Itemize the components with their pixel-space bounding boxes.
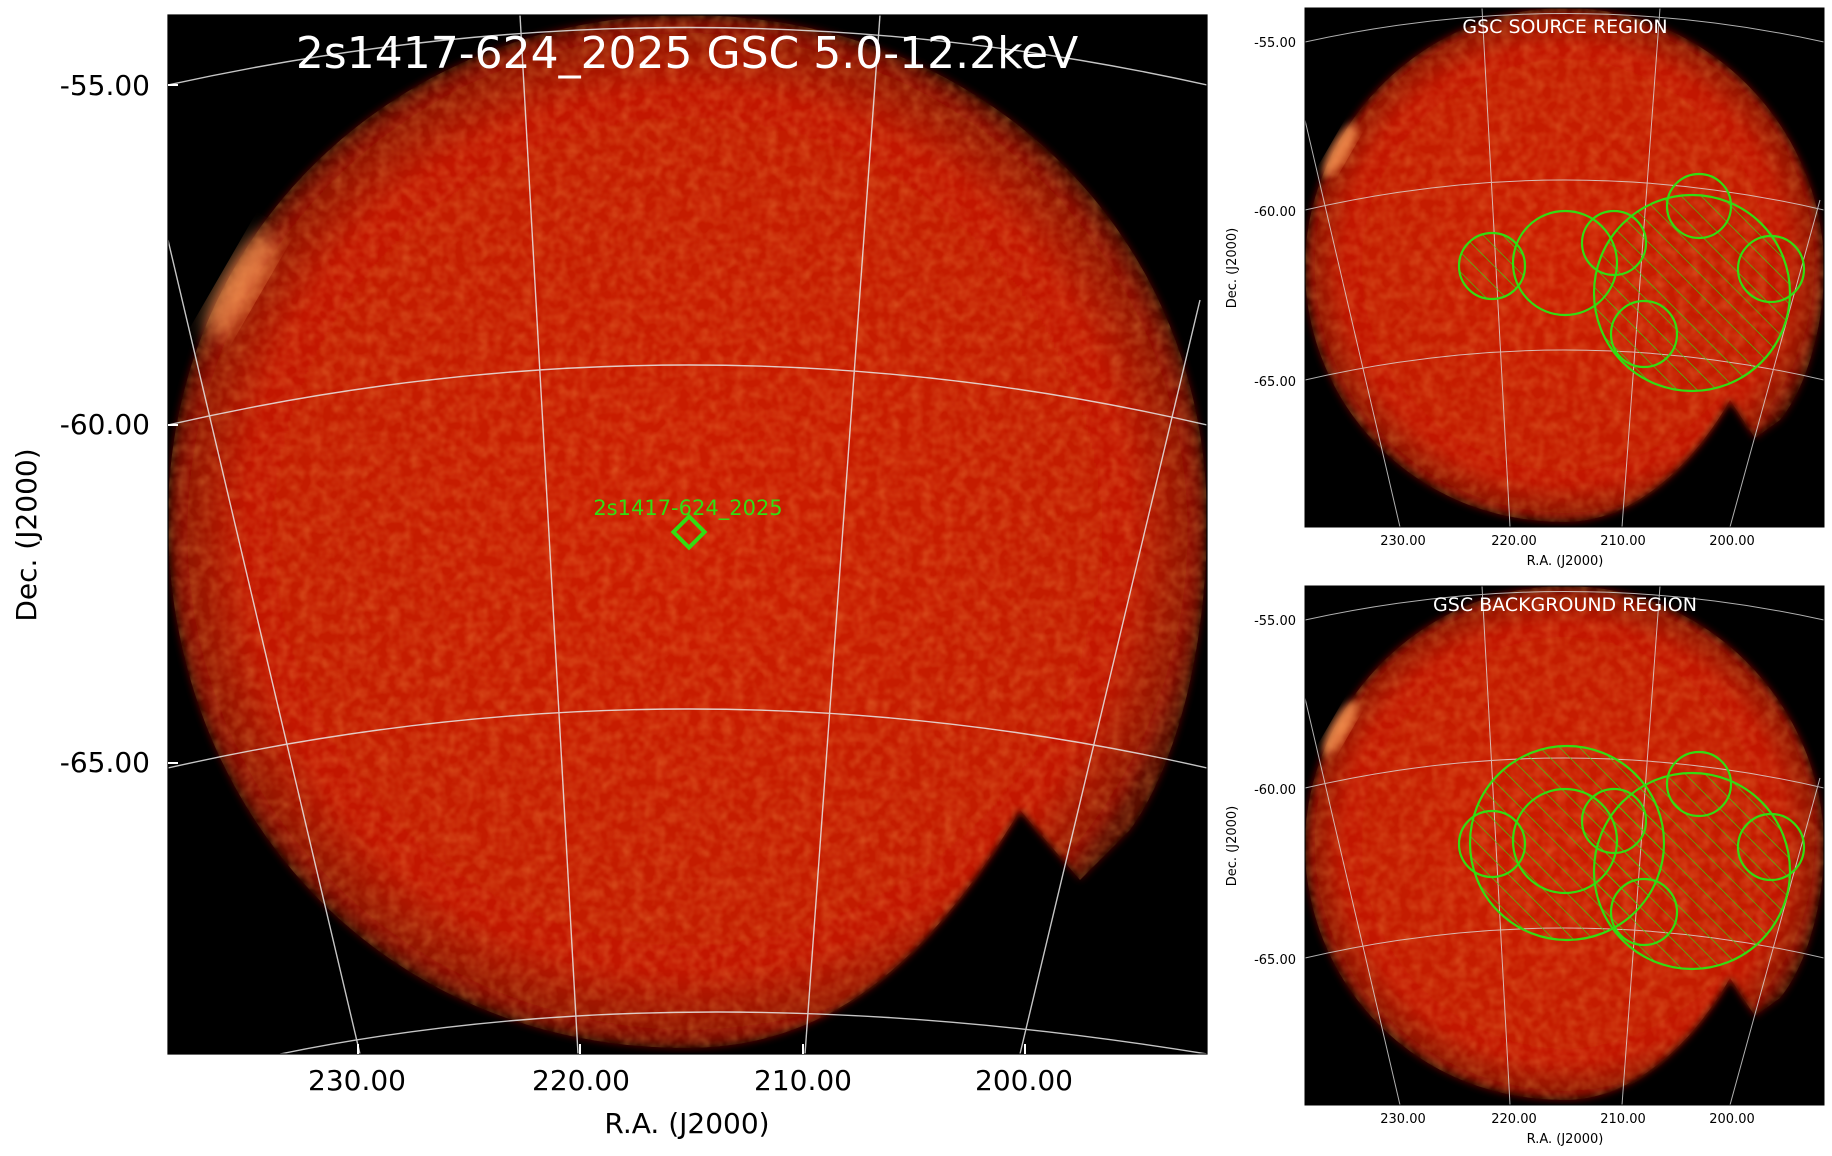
source-ra-tick-label: 220.00 [1491,534,1537,549]
main-dec-tick-label: -65.00 [60,746,150,779]
source-ra-tick-label: 200.00 [1709,534,1755,549]
background-region-circle [1457,809,1527,879]
main-ra-tick-label: 230.00 [308,1064,406,1097]
background-region-circle [1736,812,1806,882]
background-region-circle [1580,787,1648,855]
main-y-axis-label: Dec. (J2000) [10,448,43,621]
source-y-axis-label: Dec. (J2000) [1225,228,1240,308]
background-ra-tick-label: 230.00 [1380,1112,1426,1127]
main-dec-tick-label: -60.00 [60,408,150,441]
background-ra-tick-label: 200.00 [1709,1112,1755,1127]
main-x-axis-label: R.A. (J2000) [604,1107,769,1140]
source-dec-tick-label: -65.00 [1254,375,1296,390]
background-region-circle [1609,877,1679,947]
source-region-circle [1457,231,1527,301]
background-x-axis-label: R.A. (J2000) [1527,1132,1604,1147]
background-dec-tick-label: -65.00 [1254,953,1296,968]
main-panel: 2s1417-624_2025 GSC 5.0-12.2keV 2s1417-6… [10,14,1208,1140]
source-region-circle [1609,299,1679,369]
main-coordinate-grid [168,15,1207,1054]
source-ra-tick-label: 230.00 [1380,534,1426,549]
main-tick-marks [168,84,1026,1054]
background-region-circle [1665,750,1733,818]
background-y-axis-label: Dec. (J2000) [1225,806,1240,886]
source-dec-tick-label: -55.00 [1254,36,1296,51]
background-region-circle [1592,771,1792,971]
source-panel-title: GSC SOURCE REGION [1462,16,1667,38]
source-region-circle [1665,172,1733,240]
background-region-circle [1511,787,1619,895]
source-region-circle [1736,234,1806,304]
main-dec-tick-label: -55.00 [60,69,150,102]
main-sky-image [168,15,1207,1054]
background-dec-tick-label: -55.00 [1254,614,1296,629]
source-marker-diamond [670,513,708,551]
main-ra-tick-label: 220.00 [532,1064,630,1097]
background-region-panel: GSC BACKGROUND REGION -55.00 -60.00 -65.… [1225,585,1825,1147]
source-region-circle [1580,209,1648,277]
background-extraction-regions [1457,744,1806,971]
source-sky-image [1305,8,1824,527]
source-region-circle [1592,193,1792,393]
source-extraction-regions [1457,172,1806,393]
source-ra-tick-label: 210.00 [1600,534,1646,549]
main-ra-tick-label: 200.00 [975,1064,1073,1097]
source-region-circle [1511,209,1619,317]
source-region-panel: GSC SOURCE REGION -55.00 -60.00 -65.00 2… [1225,7,1825,569]
main-ra-tick-label: 210.00 [754,1064,852,1097]
background-ra-tick-label: 210.00 [1600,1112,1646,1127]
source-dec-tick-label: -60.00 [1254,205,1296,220]
background-ra-tick-label: 220.00 [1491,1112,1537,1127]
main-title: 2s1417-624_2025 GSC 5.0-12.2keV [296,28,1078,79]
background-panel-title: GSC BACKGROUND REGION [1433,594,1697,616]
background-dec-tick-label: -60.00 [1254,783,1296,798]
source-x-axis-label: R.A. (J2000) [1527,554,1604,569]
